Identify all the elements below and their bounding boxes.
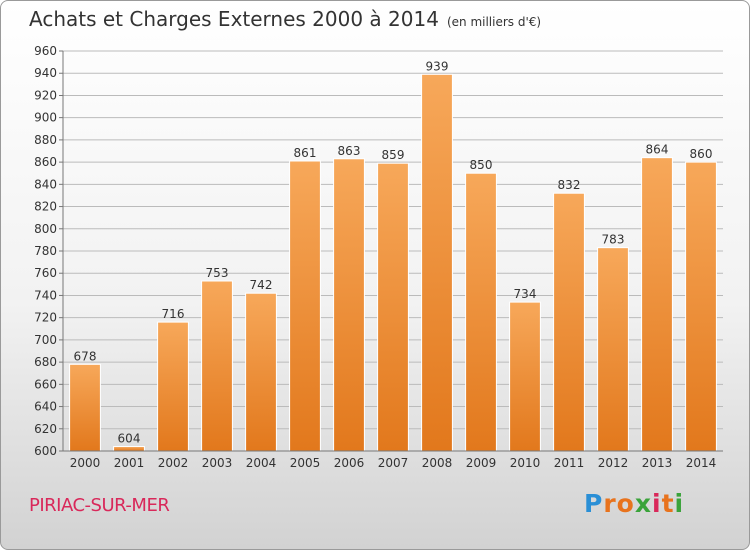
y-tick-label: 700 [34, 333, 57, 347]
y-tick-label: 920 [34, 88, 57, 102]
y-tick-label: 860 [34, 155, 57, 169]
y-tick-label: 880 [34, 133, 57, 147]
bar-2006 [333, 158, 365, 452]
bar-2012 [597, 247, 629, 452]
x-tick-label: 2003 [202, 456, 233, 470]
bar-value-label: 783 [602, 233, 625, 247]
y-tick-label: 900 [34, 111, 57, 125]
bar-2003 [201, 280, 233, 452]
bar-2007 [377, 162, 409, 452]
proxiti-logo[interactable]: Proxiti [584, 489, 684, 518]
x-tick-label: 2002 [158, 456, 189, 470]
bar-2013 [641, 157, 673, 452]
logo-letter: t [661, 489, 675, 518]
y-tick-label: 740 [34, 288, 57, 302]
bar-2014 [685, 161, 717, 452]
bar-2000 [69, 363, 101, 452]
x-tick-label: 2013 [642, 456, 673, 470]
y-tick-label: 780 [34, 244, 57, 258]
bar-2004 [245, 292, 277, 452]
y-tick-label: 940 [34, 66, 57, 80]
x-tick-label: 2001 [114, 456, 145, 470]
logo-letter: i [652, 489, 662, 518]
bar-2010 [509, 301, 541, 452]
bar-value-label: 604 [118, 432, 141, 446]
bar-value-label: 734 [514, 287, 537, 301]
bar-layer: 678 604 716 753 742 861 863 859 939 850 734 832 783 8… [69, 59, 717, 452]
x-tick-label: 2005 [290, 456, 321, 470]
x-tick-label: 2006 [334, 456, 365, 470]
bar-value-label: 850 [470, 158, 493, 172]
logo-letter: i [674, 489, 685, 518]
chart-title-text: Achats et Charges Externes 2000 à 2014 [29, 7, 439, 31]
bar-value-label: 753 [206, 266, 229, 280]
bar-value-label: 678 [74, 349, 97, 363]
bar-value-label: 863 [338, 144, 361, 158]
logo-letter: x [634, 489, 652, 518]
x-tick-label: 2004 [246, 456, 277, 470]
y-tick-label: 840 [34, 177, 57, 191]
y-tick-label: 820 [34, 200, 57, 214]
bar-value-label: 742 [250, 278, 273, 292]
bar-2002 [157, 321, 189, 452]
y-tick-label: 640 [34, 400, 57, 414]
x-tick-label: 2011 [554, 456, 585, 470]
bar-value-label: 864 [646, 143, 669, 157]
logo-letter: P [584, 489, 604, 518]
y-tick-label: 960 [34, 44, 57, 58]
x-tick-label: 2008 [422, 456, 453, 470]
bar-value-label: 716 [162, 307, 185, 321]
y-tick-label: 760 [34, 266, 57, 280]
y-tick-label: 660 [34, 377, 57, 391]
logo-letter: o [616, 489, 635, 518]
chart-unit: (en milliers d'€) [446, 15, 542, 29]
x-tick-label: 2007 [378, 456, 409, 470]
x-tick-label: 2009 [466, 456, 497, 470]
location-name: PIRIAC-SUR-MER [29, 495, 170, 516]
bar-2001 [113, 446, 145, 452]
x-tick-label: 2014 [686, 456, 717, 470]
axis-layer: 600 620 640 660 680 700 720 740 760 780 800 820 840 8… [34, 44, 723, 470]
bar-value-label: 939 [426, 59, 449, 73]
bar-value-label: 861 [294, 146, 317, 160]
y-tick-label: 620 [34, 422, 57, 436]
x-tick-label: 2010 [510, 456, 541, 470]
bar-2005 [289, 160, 321, 452]
bar-2009 [465, 172, 497, 452]
x-tick-label: 2012 [598, 456, 629, 470]
bar-2011 [553, 192, 585, 452]
y-tick-label: 600 [34, 444, 57, 458]
bar-value-label: 859 [382, 148, 405, 162]
y-tick-label: 800 [34, 222, 57, 236]
logo-letter: r [603, 489, 617, 518]
bar-value-label: 832 [558, 178, 581, 192]
x-tick-label: 2000 [70, 456, 101, 470]
chart-title: Achats et Charges Externes 2000 à 2014 (e… [29, 7, 541, 31]
y-tick-label: 680 [34, 355, 57, 369]
bar-2008 [421, 73, 453, 452]
y-tick-label: 720 [34, 311, 57, 325]
bar-value-label: 860 [690, 147, 713, 161]
